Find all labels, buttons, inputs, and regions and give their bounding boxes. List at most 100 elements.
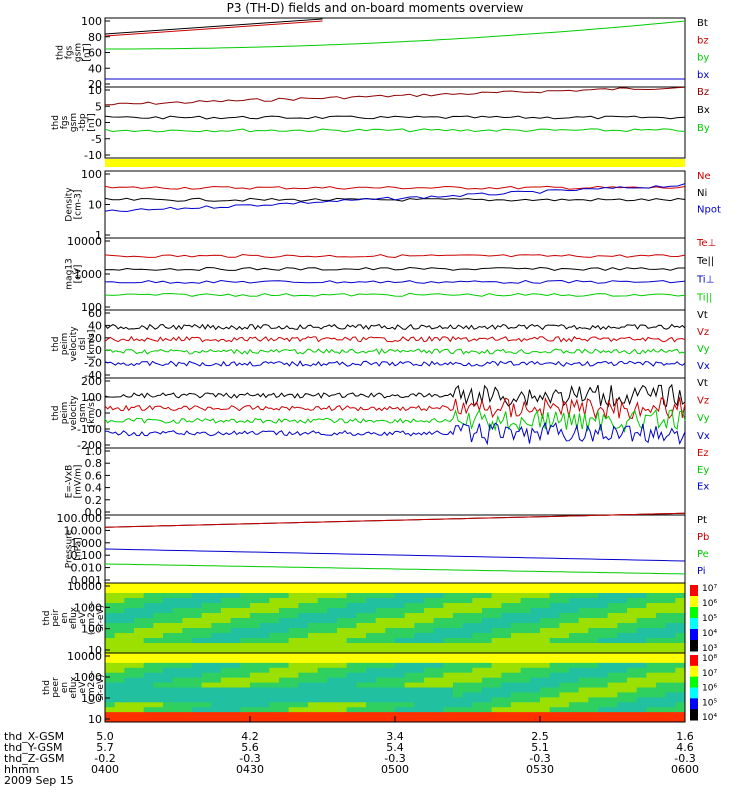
heatmap-cell — [279, 628, 290, 634]
heatmap-cell — [124, 712, 135, 718]
heatmap-cell — [375, 697, 386, 703]
heatmap-cell — [250, 588, 261, 594]
heatmap-cell — [578, 648, 589, 654]
heatmap-cell — [211, 583, 222, 589]
heatmap-cell — [491, 648, 502, 654]
heatmap-cell — [337, 677, 348, 684]
heatmap-cell — [665, 662, 676, 669]
heatmap-cell — [501, 672, 512, 679]
heatmap-cell — [308, 653, 319, 659]
colorbar-segment — [690, 618, 698, 630]
heatmap-cell — [105, 712, 116, 718]
heatmap-cell — [511, 628, 522, 634]
heatmap-cell — [607, 598, 618, 604]
heatmap-cell — [385, 687, 396, 693]
heatmap-cell — [588, 697, 599, 703]
heatmap-cell — [366, 667, 377, 674]
heatmap-cell — [124, 653, 135, 659]
heatmap-cell — [259, 583, 270, 589]
heatmap-cell — [346, 712, 357, 718]
heatmap-cell — [172, 588, 183, 594]
heatmap-cell — [259, 692, 270, 698]
heatmap-cell — [327, 603, 338, 609]
y-axis-label: (cm2-s- — [87, 601, 97, 635]
heatmap-cell — [549, 712, 560, 718]
heatmap-cell — [375, 633, 386, 639]
heatmap-cell — [395, 643, 406, 649]
heatmap-cell — [327, 653, 338, 659]
heatmap-cell — [163, 682, 174, 688]
colorbar-segment — [690, 698, 698, 710]
heatmap-cell — [192, 687, 203, 693]
heatmap-cell — [414, 657, 425, 664]
heatmap-cell — [530, 692, 541, 698]
heatmap-cell — [549, 598, 560, 604]
colorbar-label: 10⁷ — [702, 669, 717, 679]
heatmap-cell — [395, 712, 406, 718]
heatmap-cell — [366, 583, 377, 589]
heatmap-cell — [520, 717, 531, 723]
heatmap-cell — [433, 633, 444, 639]
y-tick-label: 10000 — [67, 235, 102, 248]
heatmap-cell — [636, 707, 647, 713]
heatmap-cell — [424, 588, 435, 594]
heatmap-cell — [395, 598, 406, 604]
heatmap-cell — [549, 687, 560, 693]
footer-value: 0530 — [526, 763, 554, 776]
heatmap-cell — [414, 643, 425, 649]
heatmap-cell — [327, 712, 338, 718]
heatmap-cell — [598, 588, 609, 594]
heatmap-cell — [337, 707, 348, 713]
heatmap-cell — [656, 628, 667, 634]
heatmap-cell — [627, 707, 638, 713]
heatmap-cell — [327, 623, 338, 629]
heatmap-cell — [404, 613, 415, 619]
heatmap-cell — [366, 643, 377, 649]
heatmap-cell — [646, 593, 657, 599]
heatmap-cell — [201, 662, 212, 669]
heatmap-cell — [269, 697, 280, 703]
heatmap-cell — [598, 702, 609, 708]
heatmap-cell — [443, 628, 454, 634]
heatmap-cell — [665, 677, 676, 684]
heatmap-cell — [114, 712, 125, 718]
series-pb — [104, 512, 686, 528]
heatmap-cell — [627, 638, 638, 644]
heatmap-cell — [298, 643, 309, 649]
heatmap-cell — [404, 628, 415, 634]
heatmap-cell — [240, 653, 251, 659]
heatmap-cell — [366, 618, 377, 624]
heatmap-cell — [472, 667, 483, 674]
heatmap-cell — [540, 702, 551, 708]
heatmap-cell — [317, 613, 328, 619]
y-tick-label: 10 — [88, 199, 102, 212]
heatmap-cell — [163, 643, 174, 649]
heatmap-cell — [433, 707, 444, 713]
heatmap-cell — [530, 717, 541, 723]
heatmap-cell — [356, 628, 367, 634]
heatmap-cell — [288, 657, 299, 664]
heatmap-cell — [327, 692, 338, 698]
heatmap-cell — [472, 682, 483, 688]
heatmap-cell — [143, 702, 154, 708]
heatmap-cell — [424, 667, 435, 674]
heatmap-cell — [578, 717, 589, 723]
legend-pe: Pe — [697, 549, 709, 560]
heatmap-cell — [182, 662, 193, 669]
heatmap-cell — [211, 633, 222, 639]
heatmap-cell — [124, 672, 135, 679]
heatmap-cell — [462, 583, 473, 589]
heatmap-cell — [511, 712, 522, 718]
heatmap-cell — [540, 593, 551, 599]
heatmap-cell — [269, 657, 280, 664]
heatmap-cell — [656, 657, 667, 664]
heatmap-cell — [549, 648, 560, 654]
heatmap-cell — [559, 677, 570, 684]
heatmap-cell — [559, 623, 570, 629]
heatmap-cell — [665, 638, 676, 644]
heatmap-cell — [269, 623, 280, 629]
heatmap-cell — [211, 667, 222, 674]
heatmap-cell — [530, 583, 541, 589]
y-axis-label: fgs — [60, 115, 70, 129]
heatmap-cell — [114, 667, 125, 674]
